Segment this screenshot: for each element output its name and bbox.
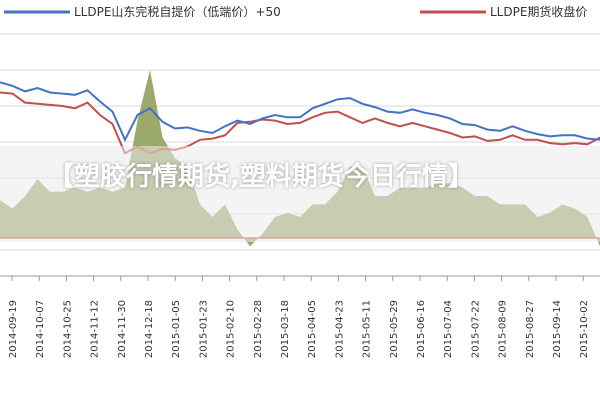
x-tick-label: 2014-11-12 [90,300,101,358]
x-tick-label: 2015-07-04 [443,300,454,358]
x-tick-label: 2015-05-11 [362,300,373,358]
x-tick-label: 2014-12-18 [144,300,155,358]
x-tick-label: 2015-01-23 [198,300,209,358]
x-tick-label: 2015-08-09 [498,300,509,358]
spot-price-line [0,81,600,143]
futures-close-line [0,91,600,155]
x-tick-label: 2015-04-05 [307,300,318,358]
x-tick-label: 2015-10-02 [579,300,590,358]
headline-banner [0,146,600,242]
headline-title: 【塑胶行情期货,塑料期货今日行情】 [48,162,474,192]
price-lines-layer [0,81,600,155]
legend-label-spot: LLDPE山东完税自提价（低端价）+50 [74,4,281,19]
x-tick-label: 2014-11-30 [117,300,128,358]
x-tick-label: 2015-09-14 [552,300,563,358]
x-tick-label: 2015-08-27 [525,300,536,358]
x-tick-label: 2015-02-10 [226,300,237,358]
x-tick-label: 2014-10-25 [62,300,73,358]
x-tick-label: 2015-07-22 [470,300,481,358]
x-tick-label: 2015-05-29 [389,300,400,358]
x-tick-label: 2015-03-18 [280,300,291,358]
x-tick-label: 2014-10-07 [35,300,46,358]
x-tick-label: 2015-04-23 [334,300,345,358]
x-tick-label: 2015-01-05 [171,300,182,358]
x-tick-label: 2015-02-28 [253,300,264,358]
legend: LLDPE山东完税自提价（低端价）+50 LLDPE期货收盘价 [4,4,587,19]
x-tick-label: 2014-09-19 [8,300,19,358]
x-axis: 2014-09-19 2014-10-07 2014-10-25 2014-11-12… [0,275,600,358]
x-tick-label: 2015-06-16 [416,300,427,358]
legend-label-futures: LLDPE期货收盘价 [490,4,587,19]
